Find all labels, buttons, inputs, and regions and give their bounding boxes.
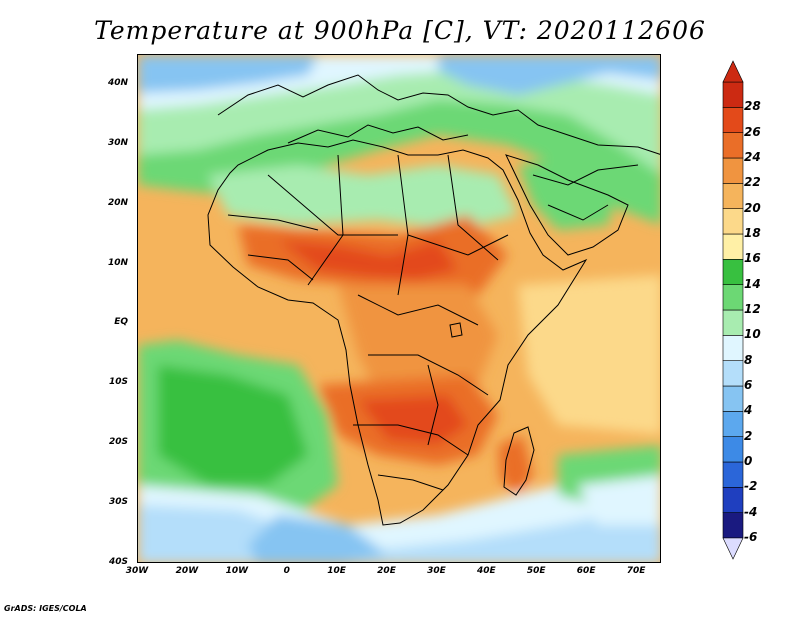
lat-tick-label: 40N [107, 77, 128, 88]
colorbar-tick-label: -2 [744, 479, 758, 494]
colorbar-tick-label: 2 [744, 428, 753, 443]
lat-tick-label: 40S [108, 557, 128, 567]
colorbar-tick-label: 6 [744, 378, 753, 392]
colorbar-tick-label: 4 [744, 403, 753, 418]
mediterranean-coast [287, 124, 469, 144]
border-14 [532, 164, 639, 186]
colorbar-over-triangle [722, 60, 744, 83]
colorbar-segment [722, 233, 744, 260]
colorbar-tick-label: 20 [744, 200, 761, 215]
field-sahel-hot [278, 240, 458, 280]
colorbar-under-triangle [722, 537, 744, 560]
lon-tick-label: 70E [626, 566, 646, 576]
colorbar-tick-label: 18 [744, 226, 761, 240]
field-south-blue [248, 515, 388, 562]
colorbar-tick-label: -6 [744, 530, 758, 544]
temperature-field [138, 55, 660, 562]
colorbar-segment [722, 335, 744, 361]
colorbar-tick-label: 28 [744, 99, 761, 114]
border-11 [247, 254, 314, 281]
colorbar-segment [722, 81, 744, 108]
border-10 [227, 214, 319, 231]
lat-tick-label: 20S [108, 437, 128, 448]
border-1 [267, 174, 398, 236]
border-13 [547, 204, 609, 221]
colorbar-segment [722, 284, 744, 311]
arabia-coastline [505, 154, 629, 256]
colorbar-segment [722, 208, 744, 235]
field-madagascar-warm [498, 435, 533, 495]
colorbar-segment [722, 360, 744, 387]
lon-tick-label: 0 [283, 566, 290, 576]
colorbar-segment [722, 183, 744, 209]
border-5 [407, 234, 509, 256]
colorbar-segment [722, 411, 744, 437]
colorbar-tick-label: 8 [744, 352, 753, 367]
lon-tick-label: 10E [327, 566, 346, 576]
colorbar-tick-label: 14 [744, 276, 761, 291]
colorbar-tick-label: 22 [744, 175, 761, 190]
lon-tick-label: 30E [427, 566, 446, 576]
colorbar-tick-label: 16 [744, 251, 761, 266]
colorbar-tick-label: 0 [744, 454, 753, 468]
colorbar-segment [722, 512, 744, 539]
madagascar-coastline [503, 426, 535, 496]
coastlines [207, 74, 660, 526]
chart-title: Temperature at 900hPa [C], VT: 202011260… [94, 16, 706, 45]
colorbar-tick-label: 24 [744, 150, 761, 164]
europe-coastline [217, 74, 660, 155]
colorbar-tick-label: 10 [744, 327, 761, 342]
grads-credit: GrADS: IGES/COLA [4, 604, 87, 613]
colorbar-segment [722, 157, 744, 184]
border-8 [353, 424, 469, 456]
lon-tick-label: 50E [526, 566, 546, 576]
border-9 [377, 474, 444, 491]
temperature-map [137, 54, 661, 563]
africa-coastline [207, 139, 588, 526]
field-north-lightblue [138, 55, 660, 95]
colorbar [722, 60, 744, 560]
colorbar-segment [722, 461, 744, 488]
colorbar-tick-label: 26 [744, 124, 761, 139]
field-arabia-green [518, 155, 618, 230]
colorbar-segment [722, 259, 744, 285]
lon-tick-label: 30W [125, 566, 149, 576]
map-svg [138, 55, 660, 562]
field-south-hotter [358, 395, 468, 445]
border-2 [307, 154, 344, 286]
lat-tick-label: 30S [108, 497, 128, 508]
colorbar-segment [722, 487, 744, 513]
lon-tick-label: 60E [576, 566, 596, 576]
lon-tick-label: 10W [225, 566, 249, 576]
lake-victoria [449, 322, 463, 338]
border-4 [447, 154, 499, 261]
lat-tick-label: EQ [114, 317, 128, 328]
colorbar-segment [722, 385, 744, 412]
colorbar-segment [722, 309, 744, 336]
field-indian-cyan [578, 475, 660, 525]
colorbar-segment [722, 436, 744, 463]
lat-tick-label: 20N [107, 197, 128, 208]
colorbar-segment [722, 132, 744, 159]
field-sahara-green [208, 165, 518, 230]
lon-tick-label: 20W [175, 566, 199, 576]
field-indian-yellow [518, 275, 660, 435]
lat-tick-label: 30N [107, 137, 128, 148]
border-6 [357, 294, 479, 326]
lat-tick-label: 10S [108, 377, 128, 388]
field-atlantic-lightgreen [158, 365, 308, 485]
border-12 [427, 364, 439, 446]
lon-tick-label: 20E [377, 566, 396, 576]
colorbar-segment [722, 107, 744, 133]
colorbar-tick-label: -4 [744, 504, 758, 519]
lon-tick-label: 40E [476, 566, 496, 576]
colorbar-tick-label: 12 [744, 302, 761, 316]
border-7 [368, 354, 489, 396]
lat-tick-label: 10N [107, 257, 128, 268]
